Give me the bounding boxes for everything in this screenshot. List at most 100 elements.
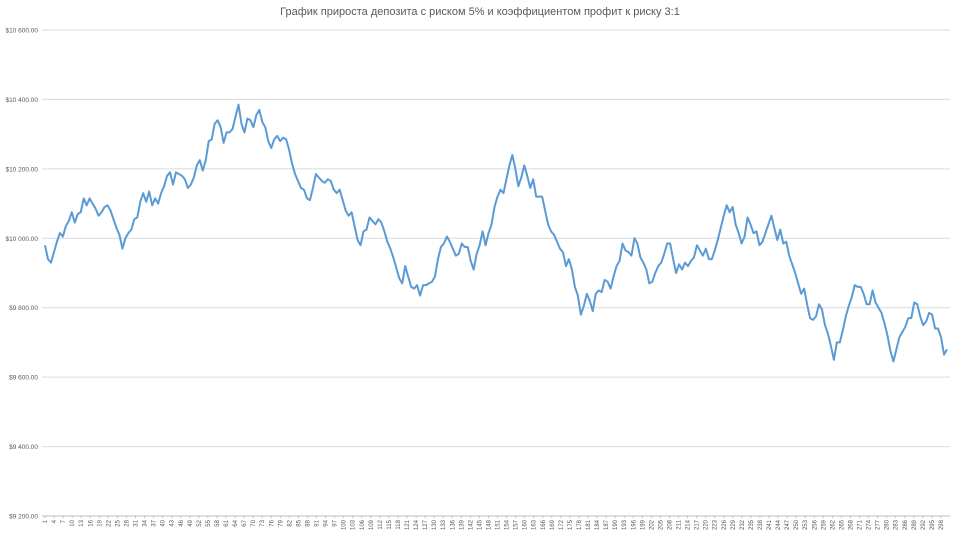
y-tick-label: $10 200.00 [5, 166, 38, 173]
x-tick-label: 40 [161, 519, 167, 526]
x-tick-label: 25 [115, 519, 121, 526]
x-tick-label: 61 [224, 519, 230, 526]
x-tick-label: 241 [767, 519, 773, 530]
x-tick-label: 184 [595, 519, 601, 530]
x-tick-label: 292 [921, 519, 927, 530]
x-tick-label: 13 [79, 519, 85, 526]
x-tick-label: 130 [432, 519, 438, 530]
x-tick-label: 211 [677, 519, 683, 529]
x-tick-label: 49 [188, 519, 194, 526]
x-tick-label: 10 [70, 519, 76, 526]
x-tick-label: 118 [396, 519, 402, 529]
x-tick-label: 214 [686, 519, 692, 530]
x-tick-label: 88 [305, 519, 311, 526]
x-tick-label: 196 [631, 519, 637, 530]
x-tick-label: 223 [713, 519, 719, 530]
series-line-0 [44, 103, 948, 363]
x-tick-label: 277 [876, 519, 882, 530]
x-tick-label: 274 [867, 519, 873, 530]
x-tick-label: 142 [468, 519, 474, 530]
x-tick-label: 265 [839, 519, 845, 530]
x-tick-label: 151 [496, 519, 502, 530]
x-tick-label: 85 [296, 519, 302, 526]
x-tick-label: 199 [640, 519, 646, 530]
x-tick-label: 67 [242, 519, 248, 526]
x-tick-label: 73 [260, 519, 266, 526]
x-tick-label: 226 [722, 519, 728, 530]
x-tick-label: 217 [695, 519, 701, 530]
chart-title: График прироста депозита с риском 5% и к… [280, 6, 680, 18]
x-tick-label: 1 [43, 519, 49, 523]
x-tick-label: 37 [152, 519, 158, 526]
x-tick-label: 298 [939, 519, 945, 530]
series-layer [44, 103, 948, 363]
x-tick-label: 145 [477, 519, 483, 530]
y-tick-label: $10 600.00 [5, 28, 38, 35]
x-tick-label: 22 [106, 519, 112, 526]
x-tick-label: 97 [333, 519, 339, 526]
x-tick-label: 121 [405, 519, 411, 530]
x-tick-label: 238 [758, 519, 764, 530]
x-tick-label: 259 [821, 519, 827, 530]
y-tick-label: $10 400.00 [5, 97, 38, 104]
x-tick-label: 193 [622, 519, 628, 530]
y-tick-label: $9 400.00 [9, 444, 38, 451]
x-tick-label: 55 [206, 519, 212, 526]
x-tick-label: 112 [378, 519, 384, 529]
x-tick-label: 163 [532, 519, 538, 530]
x-tick-label: 34 [143, 519, 149, 526]
x-tick-label: 79 [278, 519, 284, 526]
x-tick-label: 94 [324, 519, 330, 526]
x-tick-label: 178 [577, 519, 583, 530]
x-tick-label: 253 [803, 519, 809, 530]
x-tick-label: 58 [215, 519, 221, 526]
x-tick-label: 109 [369, 519, 375, 530]
x-tick-label: 31 [134, 519, 140, 526]
x-tick-label: 205 [658, 519, 664, 530]
x-tick-label: 172 [559, 519, 565, 530]
x-tick-label: 229 [731, 519, 737, 530]
x-tick-label: 181 [586, 519, 592, 530]
x-tick-label: 136 [450, 519, 456, 530]
x-tick-label: 154 [505, 519, 511, 530]
x-tick-label: 19 [97, 519, 103, 526]
x-tick-label: 175 [568, 519, 574, 530]
x-tick-label: 124 [414, 519, 420, 530]
x-tick-label: 106 [360, 519, 366, 530]
x-tick-label: 160 [523, 519, 529, 530]
x-tick-label: 289 [912, 519, 918, 530]
x-tick-label: 295 [930, 519, 936, 530]
y-axis-ticks: $9 200.00 $9 400.00 $9 600.00 $9 800.00 $10 … [5, 28, 38, 521]
x-tick-label: 76 [269, 519, 275, 526]
x-tick-label: 148 [486, 519, 492, 530]
x-tick-label: 244 [776, 519, 782, 530]
x-tick-label: 256 [812, 519, 818, 530]
x-tick-label: 139 [459, 519, 465, 530]
x-tick-label: 271 [858, 519, 864, 530]
y-tick-label: $9 200.00 [9, 514, 38, 521]
x-tick-label: 187 [604, 519, 610, 530]
x-tick-label: 91 [315, 519, 321, 526]
x-tick-label: 247 [785, 519, 791, 530]
x-tick-label: 7 [61, 519, 67, 523]
x-tick-label: 115 [387, 519, 393, 529]
y-tick-label: $9 800.00 [9, 305, 38, 312]
x-tick-label: 208 [667, 519, 673, 530]
x-tick-label: 283 [894, 519, 900, 530]
x-tick-label: 280 [885, 519, 891, 530]
x-tick-label: 250 [794, 519, 800, 530]
x-tick-label: 190 [613, 519, 619, 530]
x-tick-label: 127 [423, 519, 429, 530]
x-tick-label: 16 [88, 519, 94, 526]
x-tick-label: 82 [287, 519, 293, 526]
x-tick-label: 220 [704, 519, 710, 530]
x-tick-label: 169 [550, 519, 556, 530]
grid-lines [42, 29, 950, 517]
x-tick-label: 286 [903, 519, 909, 530]
y-tick-label: $10 000.00 [5, 236, 38, 243]
x-axis-ticks: 1 4 7 10 13 16 19 22 25 28 31 34 37 40 43 46 49 52 55 58 61 6… [43, 516, 945, 530]
x-tick-label: 232 [740, 519, 746, 530]
x-tick-label: 268 [848, 519, 854, 530]
